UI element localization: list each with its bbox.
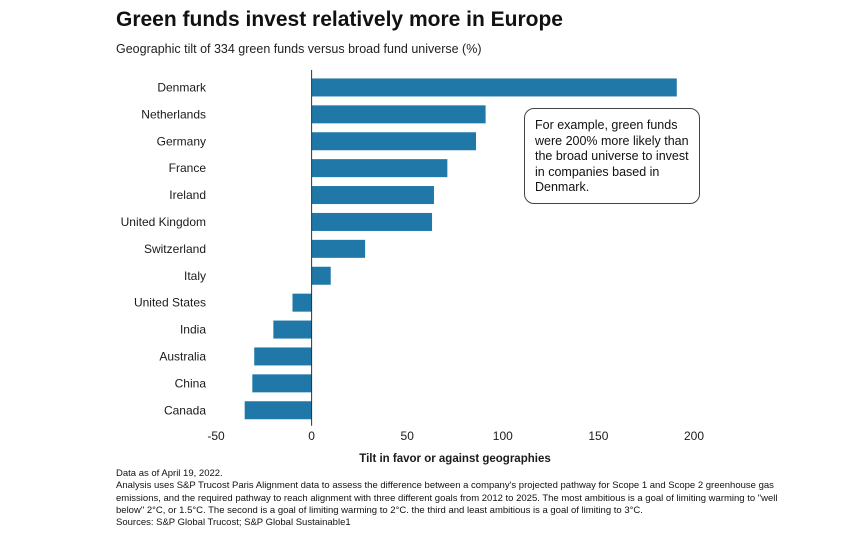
category-label: United Kingdom: [121, 215, 206, 229]
chart-subtitle: Geographic tilt of 334 green funds versu…: [116, 42, 482, 56]
footnote-date: Data as of April 19, 2022.: [116, 468, 223, 479]
x-tick-label: 200: [684, 429, 704, 443]
x-tick-label: 100: [493, 429, 513, 443]
category-label: China: [175, 376, 207, 390]
bar-australia: [254, 347, 312, 366]
callout-text: For example, green funds were 200% more …: [535, 118, 689, 194]
bar-denmark: [311, 78, 677, 97]
bar-china: [252, 374, 312, 393]
footnote-methodology: Analysis uses S&P Trucost Paris Alignmen…: [116, 480, 778, 516]
bar-canada: [244, 401, 312, 420]
category-label: Italy: [184, 269, 206, 283]
x-tick-label: -50: [207, 429, 225, 443]
category-label: Canada: [164, 403, 206, 417]
category-label: Australia: [159, 349, 206, 363]
bar-united-states: [292, 293, 312, 312]
bar-ireland: [311, 186, 434, 205]
category-label: Ireland: [169, 188, 206, 202]
x-tick-label: 150: [588, 429, 608, 443]
category-label: Denmark: [157, 80, 207, 94]
footnote-sources: Sources: S&P Global Trucost; S&P Global …: [116, 517, 351, 529]
bar-france: [311, 159, 448, 178]
bar-chart: Denmark Netherlands Germany France Ireland Un…: [121, 70, 704, 465]
bar-india: [273, 320, 312, 339]
bar-switzerland: [311, 239, 366, 258]
category-label: Germany: [157, 134, 206, 148]
bar-italy: [311, 266, 331, 285]
footnotes: Data as of April 19, 2022. Analysis uses…: [116, 468, 806, 529]
callout-box: For example, green funds were 200% more …: [524, 108, 700, 204]
bar-germany: [311, 132, 477, 151]
x-tick-label: 0: [308, 429, 315, 443]
category-label: Switzerland: [144, 242, 206, 256]
bar-netherlands: [311, 105, 486, 124]
category-label: Netherlands: [141, 107, 206, 121]
x-tick-label: 50: [401, 429, 415, 443]
chart-title: Green funds invest relatively more in Eu…: [116, 8, 563, 31]
x-axis-label: Tilt in favor or against geographies: [359, 453, 551, 465]
bar-united-kingdom: [311, 212, 433, 231]
category-label: France: [169, 161, 207, 175]
category-label: India: [180, 323, 206, 337]
category-label: United States: [134, 296, 206, 310]
